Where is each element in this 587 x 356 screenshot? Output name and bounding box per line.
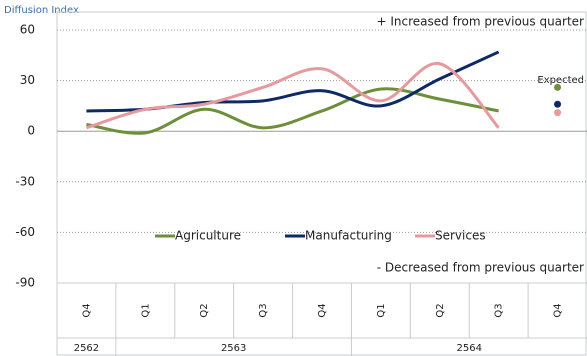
expected-point [554, 100, 562, 108]
x-tick-label: Q4 [81, 303, 92, 317]
legend-label: Manufacturing [305, 229, 392, 243]
series-line [86, 50, 500, 113]
year-label: 2564 [456, 343, 481, 354]
plot-frame [56, 11, 587, 356]
x-tick-label: Q2 [435, 303, 446, 317]
expected-point [554, 83, 562, 91]
expected-label: Expected [537, 75, 584, 86]
series-line [86, 87, 499, 135]
expected-point [554, 109, 562, 117]
y-tick-label: -90 [15, 276, 35, 290]
x-tick-label: Q3 [258, 303, 269, 317]
legend-label: Services [435, 229, 486, 243]
x-tick-label: Q4 [317, 303, 328, 317]
y-tick-label: -30 [15, 174, 35, 188]
x-tick-label: Q4 [553, 303, 564, 317]
y-axis-label: Diffusion Index [4, 5, 79, 16]
annotation-top: + Increased from previous quarter [377, 15, 585, 29]
annotation-bottom: - Decreased from previous quarter [377, 261, 584, 275]
year-label: 2563 [221, 343, 246, 354]
year-label: 2562 [74, 343, 99, 354]
series-line [85, 62, 500, 130]
x-tick-label: Q1 [376, 303, 387, 317]
x-tick-label: Q2 [199, 303, 210, 317]
legend-label: Agriculture [175, 229, 241, 243]
x-tick-label: Q3 [494, 303, 505, 317]
y-tick-label: 30 [20, 73, 35, 87]
x-tick-label: Q1 [140, 303, 151, 317]
y-tick-label: 0 [27, 124, 35, 138]
y-tick-label: -60 [15, 225, 35, 239]
y-tick-label: 60 [20, 23, 35, 37]
